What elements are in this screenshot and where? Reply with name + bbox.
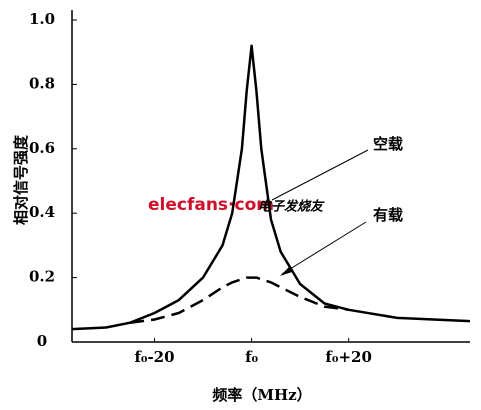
y-tick-label: 0.8 [29,74,55,92]
y-axis-label: 相对信号强度 [12,134,30,225]
annotation: 有载 [373,206,403,224]
annotation-line [271,149,369,201]
y-tick-label: 0 [37,332,47,350]
y-tick-label: 1.0 [29,10,55,28]
y-tick-label: 0.6 [29,139,55,157]
watermark: 电子发烧友 [258,199,325,215]
x-tick-label: f₀-20 [134,348,174,366]
line-series [71,44,471,331]
annotation: 空载 [373,135,403,153]
watermark: elecfans·com [148,195,274,215]
line-series [130,276,349,324]
x-axis-label: 频率（MHz） [212,386,311,404]
y-tick-label: 0.4 [29,203,55,221]
x-tick-label: f₀+20 [325,348,371,366]
x-tick-label: f₀ [245,348,258,366]
arrow-head [280,266,292,276]
y-tick-label: 0.2 [29,268,55,286]
annotation-arrow [281,221,367,275]
